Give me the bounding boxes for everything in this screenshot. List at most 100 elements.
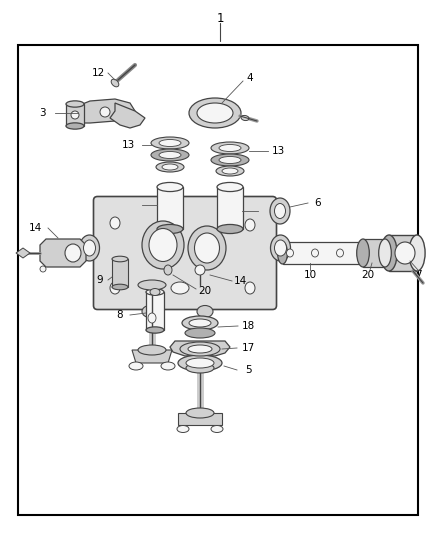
Ellipse shape [217,182,243,191]
Ellipse shape [365,242,375,264]
Ellipse shape [188,226,226,270]
Ellipse shape [148,313,156,323]
Ellipse shape [40,266,46,272]
Polygon shape [110,103,145,128]
Text: 13: 13 [272,146,285,156]
Ellipse shape [66,123,84,129]
Ellipse shape [217,224,243,233]
Ellipse shape [180,342,220,356]
Bar [157,187,183,229]
Ellipse shape [271,235,290,261]
Ellipse shape [211,154,249,166]
Ellipse shape [146,327,164,333]
FancyBboxPatch shape [93,197,276,310]
Ellipse shape [110,217,120,229]
Ellipse shape [138,345,166,355]
Text: 9: 9 [97,275,103,285]
Ellipse shape [164,265,172,275]
Ellipse shape [171,282,189,294]
Ellipse shape [162,164,178,170]
Ellipse shape [270,198,290,224]
Ellipse shape [80,235,99,261]
Ellipse shape [151,149,189,161]
Ellipse shape [197,305,213,318]
Ellipse shape [379,239,391,267]
Bar [112,259,128,287]
Polygon shape [132,350,172,363]
Ellipse shape [146,289,164,295]
Ellipse shape [278,242,287,264]
Text: 4: 4 [247,73,253,83]
Ellipse shape [357,239,369,267]
Ellipse shape [157,224,183,233]
Ellipse shape [241,116,249,120]
Ellipse shape [182,316,218,330]
Text: 5: 5 [245,365,251,375]
Bar [66,104,84,126]
Text: 17: 17 [241,343,254,353]
Ellipse shape [275,204,286,219]
Text: 7: 7 [415,270,421,280]
Ellipse shape [381,235,397,271]
Ellipse shape [178,355,222,371]
Ellipse shape [151,137,189,149]
Ellipse shape [336,249,343,257]
Ellipse shape [71,111,79,119]
Text: 13: 13 [121,140,134,150]
Ellipse shape [286,249,293,257]
Bar [217,187,243,229]
Ellipse shape [189,319,211,327]
Ellipse shape [188,345,212,353]
Bar [389,235,417,271]
Bar [18,45,418,515]
Ellipse shape [149,229,177,262]
Ellipse shape [219,157,241,164]
Ellipse shape [211,425,223,432]
Polygon shape [75,99,135,123]
Ellipse shape [395,242,415,264]
Ellipse shape [159,151,181,158]
Ellipse shape [245,219,255,231]
Ellipse shape [186,363,214,373]
Ellipse shape [129,362,143,370]
Ellipse shape [138,280,166,290]
Ellipse shape [189,98,241,128]
Ellipse shape [159,140,181,147]
Text: 14: 14 [28,223,42,233]
Text: 18: 18 [241,321,254,331]
Ellipse shape [211,142,249,154]
Text: 14: 14 [233,276,247,286]
Ellipse shape [156,162,184,172]
Ellipse shape [195,265,205,275]
Ellipse shape [186,408,214,418]
Ellipse shape [219,144,241,151]
Bar [283,242,370,264]
Text: 6: 6 [314,198,321,208]
Polygon shape [40,239,86,267]
Ellipse shape [409,235,425,271]
Ellipse shape [112,256,128,262]
Polygon shape [170,341,230,356]
Ellipse shape [186,358,214,368]
Ellipse shape [222,168,238,174]
Ellipse shape [66,101,84,107]
Text: 8: 8 [117,310,124,320]
Ellipse shape [177,425,189,432]
Text: 20: 20 [198,286,212,296]
Ellipse shape [110,282,120,294]
Ellipse shape [84,240,95,256]
Ellipse shape [161,362,175,370]
Polygon shape [16,248,30,258]
Text: 12: 12 [92,68,105,78]
Text: 15: 15 [121,200,134,210]
Ellipse shape [142,305,158,318]
Polygon shape [178,413,222,425]
Ellipse shape [65,244,81,262]
Ellipse shape [112,284,128,290]
Ellipse shape [142,221,184,269]
Text: 20: 20 [361,270,374,280]
Ellipse shape [245,282,255,294]
Ellipse shape [275,240,286,256]
Ellipse shape [194,233,219,263]
Ellipse shape [197,103,233,123]
